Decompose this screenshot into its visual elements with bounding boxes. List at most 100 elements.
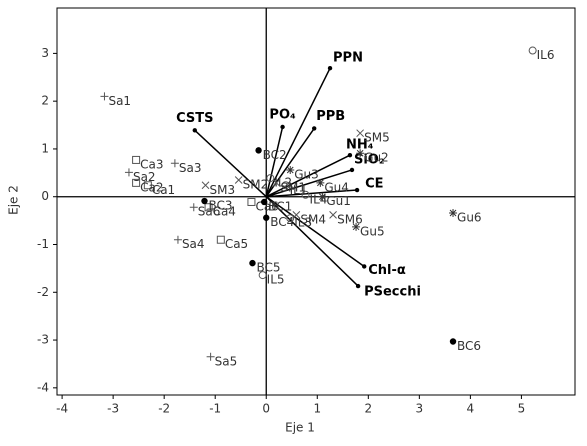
- point: [449, 208, 458, 217]
- point-label: IL1: [290, 183, 308, 197]
- point: [329, 211, 337, 219]
- point: [143, 181, 152, 190]
- y-tick-label: 0: [41, 189, 49, 203]
- point-label: SM5: [364, 131, 390, 145]
- vector: [194, 129, 267, 198]
- point: [266, 174, 275, 183]
- vector: [265, 154, 351, 198]
- point-label: Gu6: [457, 210, 482, 224]
- point-label: BC4: [270, 215, 294, 229]
- point: [318, 192, 327, 201]
- point: [263, 214, 270, 221]
- point-label: IL3: [294, 216, 312, 230]
- vector: [266, 169, 353, 198]
- point: [255, 147, 262, 154]
- x-tick-label: 3: [416, 402, 424, 416]
- point-label: Ca2: [140, 180, 163, 194]
- point: [132, 155, 141, 164]
- vector-label: CE: [365, 177, 383, 192]
- point: [124, 168, 133, 177]
- x-tick-label: 4: [467, 402, 475, 416]
- x-tick-label: 5: [518, 402, 526, 416]
- x-tick-label: -3: [107, 402, 119, 416]
- point-label: Gu3: [294, 167, 319, 181]
- point-label: Ca3: [140, 157, 163, 171]
- x-tick-label: 2: [364, 402, 372, 416]
- point-label: SM1: [280, 180, 306, 194]
- point: [249, 259, 256, 267]
- point-label: BC6: [457, 339, 481, 353]
- point-label: Sa2: [133, 170, 156, 184]
- y-tick-label: 2: [41, 94, 49, 108]
- plot-frame: [56, 7, 576, 396]
- y-tick-label: 3: [41, 46, 49, 60]
- point: [352, 222, 361, 231]
- vector: [265, 196, 359, 287]
- point: [216, 235, 225, 244]
- point-label: Gu1: [326, 194, 351, 208]
- vector-label: SiO₂: [354, 152, 385, 167]
- vector-label: PO₄: [269, 107, 296, 122]
- vector-label: NH₄: [346, 138, 374, 153]
- point: [206, 352, 215, 361]
- point-label: BC1: [268, 199, 292, 213]
- vector-end: [280, 124, 285, 130]
- y-tick-label: -3: [37, 333, 49, 347]
- point-label: Ca5: [225, 237, 248, 251]
- point-label: Gu5: [360, 224, 385, 238]
- y-tick-label: 1: [41, 141, 49, 155]
- point-label: Sa4: [182, 237, 205, 251]
- vector-end: [354, 187, 360, 193]
- point: [100, 92, 109, 101]
- x-tick-label: 0: [262, 402, 270, 416]
- vector-label: Chl-α: [368, 263, 406, 278]
- point-label: Ca4: [213, 205, 236, 219]
- point: [281, 181, 290, 190]
- point-label: SM2: [243, 178, 269, 192]
- vector: [265, 196, 365, 268]
- point-label: Sa6: [198, 205, 221, 219]
- vector-end: [362, 264, 367, 269]
- point: [292, 211, 301, 219]
- vector-end: [312, 126, 317, 131]
- point: [201, 181, 210, 190]
- vector-end: [349, 167, 355, 173]
- vector-end: [192, 128, 197, 133]
- point-label: BC2: [263, 148, 287, 162]
- vector: [266, 189, 358, 198]
- x-tick-label: 1: [313, 402, 321, 416]
- point-label: SM4: [300, 212, 326, 226]
- point: [449, 338, 457, 345]
- point: [201, 197, 208, 205]
- point: [204, 203, 213, 212]
- point-label: Gu4: [324, 180, 349, 194]
- vector-end: [347, 152, 353, 158]
- point: [261, 198, 268, 206]
- point: [234, 176, 243, 184]
- point: [286, 214, 295, 223]
- point: [170, 159, 179, 168]
- point-label: Ca1: [152, 183, 175, 197]
- vector-label: CSTS: [176, 111, 213, 126]
- point-label: IL5: [267, 273, 285, 287]
- y-tick-label: -2: [37, 285, 49, 299]
- point-label: Sa1: [108, 94, 131, 108]
- point: [258, 271, 267, 280]
- point-label: Gu2: [364, 151, 389, 165]
- vector-label: PPB: [316, 109, 345, 124]
- x-tick-label: -2: [158, 402, 170, 416]
- point: [528, 46, 537, 55]
- y-tick-label: -4: [37, 380, 49, 394]
- y-axis-title: Eje 2: [7, 185, 21, 215]
- point: [272, 179, 281, 187]
- vector-label: PSecchi: [364, 285, 421, 300]
- point: [189, 203, 198, 212]
- point: [173, 235, 182, 244]
- x-tick-label: -1: [209, 402, 221, 416]
- point-label: Sa3: [179, 161, 202, 175]
- vector: [265, 67, 331, 198]
- y-tick-label: -1: [37, 237, 49, 251]
- point: [247, 197, 256, 206]
